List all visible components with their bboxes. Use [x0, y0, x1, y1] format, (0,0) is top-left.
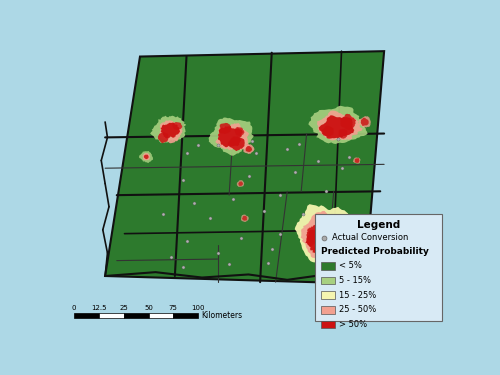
Polygon shape	[319, 116, 354, 139]
Text: Predicted Probability: Predicted Probability	[322, 247, 429, 256]
Text: 25: 25	[120, 305, 128, 311]
Polygon shape	[238, 182, 243, 186]
Text: 5 - 15%: 5 - 15%	[339, 276, 371, 285]
Polygon shape	[331, 226, 340, 234]
Text: 100: 100	[192, 305, 205, 311]
Text: 75: 75	[169, 305, 178, 311]
Polygon shape	[241, 214, 249, 222]
Polygon shape	[361, 118, 369, 126]
Text: 15 - 25%: 15 - 25%	[339, 291, 376, 300]
Text: < 5%: < 5%	[339, 261, 362, 270]
Text: Legend: Legend	[357, 220, 401, 230]
Polygon shape	[219, 123, 232, 134]
Polygon shape	[144, 154, 148, 159]
Polygon shape	[142, 153, 150, 160]
Text: Kilometers: Kilometers	[201, 311, 242, 320]
Polygon shape	[234, 127, 244, 136]
Polygon shape	[216, 123, 250, 150]
Bar	[322, 321, 336, 328]
Polygon shape	[159, 120, 182, 143]
Polygon shape	[338, 129, 347, 139]
Polygon shape	[314, 244, 323, 254]
Polygon shape	[158, 132, 168, 143]
Polygon shape	[358, 116, 371, 128]
Polygon shape	[294, 204, 357, 263]
Bar	[322, 306, 336, 314]
Bar	[322, 277, 336, 285]
Polygon shape	[300, 211, 348, 258]
Polygon shape	[160, 123, 180, 139]
Text: Actual Conversion: Actual Conversion	[332, 233, 408, 242]
Polygon shape	[244, 144, 254, 154]
Polygon shape	[172, 122, 182, 130]
Polygon shape	[306, 237, 315, 246]
Polygon shape	[242, 216, 247, 221]
Bar	[322, 291, 336, 299]
Polygon shape	[218, 126, 243, 147]
Text: > 50%: > 50%	[339, 320, 368, 329]
Polygon shape	[306, 225, 324, 242]
Bar	[124, 313, 148, 318]
Bar	[315, 214, 442, 321]
Polygon shape	[308, 106, 368, 144]
Text: N: N	[404, 291, 414, 301]
Bar	[174, 313, 198, 318]
Bar	[99, 313, 124, 318]
Text: 0: 0	[72, 305, 76, 311]
Polygon shape	[306, 221, 340, 255]
Polygon shape	[340, 114, 356, 130]
Text: 50: 50	[144, 305, 153, 311]
Polygon shape	[208, 117, 254, 156]
Polygon shape	[228, 136, 245, 151]
Polygon shape	[326, 239, 338, 251]
Polygon shape	[139, 151, 153, 163]
Bar	[322, 262, 336, 270]
Polygon shape	[322, 126, 334, 137]
Bar	[148, 313, 174, 318]
Polygon shape	[105, 51, 384, 284]
Text: 25 - 50%: 25 - 50%	[339, 305, 376, 314]
Bar	[74, 313, 99, 318]
Polygon shape	[354, 158, 360, 163]
Text: 12.5: 12.5	[91, 305, 106, 311]
Polygon shape	[317, 111, 363, 141]
Polygon shape	[246, 146, 252, 152]
Polygon shape	[150, 116, 186, 143]
Polygon shape	[353, 158, 360, 164]
Polygon shape	[236, 180, 244, 187]
